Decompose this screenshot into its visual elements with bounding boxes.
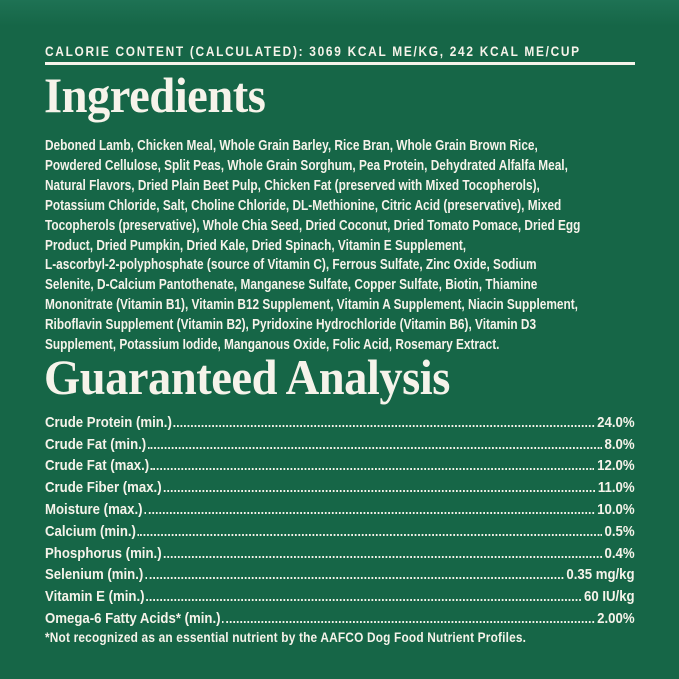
dot-leader — [163, 555, 602, 558]
analysis-value: 0.35 mg/kg — [566, 566, 635, 584]
dot-leader — [150, 468, 595, 471]
dot-leader — [222, 620, 595, 623]
aafco-footnote: *Not recognized as an essential nutrient… — [45, 630, 527, 645]
analysis-value: 0.4% — [604, 544, 635, 562]
analysis-row: Crude Fat (min.) 8.0% — [45, 431, 635, 453]
ingredients-text: Deboned Lamb, Chicken Meal, Whole Grain … — [45, 137, 581, 354]
analysis-row: Moisture (max.) 10.0% — [45, 496, 635, 518]
analysis-value: 8.0% — [604, 435, 635, 453]
analysis-value: 10.0% — [597, 500, 635, 518]
dot-leader — [146, 599, 582, 602]
analysis-value: 11.0% — [597, 479, 635, 497]
analysis-row: Phosphorus (min.) 0.4% — [45, 540, 635, 562]
divider-rule — [45, 62, 635, 65]
dot-leader — [144, 511, 595, 514]
analysis-row: Omega-6 Fatty Acids* (min.) 2.00% — [45, 605, 635, 627]
analysis-label: Crude Protein (min.) — [45, 413, 172, 431]
analysis-row: Calcium (min.) 0.5% — [45, 518, 635, 540]
analysis-label: Selenium (min.) — [45, 566, 144, 584]
dot-leader — [147, 446, 602, 449]
analysis-label: Vitamin E (min.) — [45, 588, 145, 606]
ingredients-title: Ingredients — [44, 67, 266, 123]
analysis-label: Calcium (min.) — [45, 522, 136, 540]
dot-leader — [137, 533, 602, 536]
analysis-label: Crude Fat (max.) — [45, 457, 150, 475]
analysis-row: Crude Fat (max.) 12.0% — [45, 453, 635, 475]
analysis-value: 60 IU/kg — [583, 588, 635, 606]
analysis-value: 24.0% — [597, 413, 635, 431]
analysis-row: Crude Fiber (max.) 11.0% — [45, 474, 635, 496]
dot-leader — [173, 424, 595, 427]
analysis-label: Omega-6 Fatty Acids* (min.) — [45, 609, 221, 627]
analysis-row: Vitamin E (min.) 60 IU/kg — [45, 583, 635, 605]
calorie-content-line: CALORIE CONTENT (CALCULATED): 3069 KCAL … — [45, 43, 581, 59]
analysis-label: Crude Fat (min.) — [45, 435, 147, 453]
analysis-value: 12.0% — [597, 457, 635, 475]
analysis-label: Crude Fiber (max.) — [45, 479, 162, 497]
analysis-value: 2.00% — [597, 609, 635, 627]
dot-leader — [145, 577, 564, 580]
analysis-row: Selenium (min.) 0.35 mg/kg — [45, 562, 635, 584]
analysis-value: 0.5% — [604, 522, 635, 540]
analysis-label: Phosphorus (min.) — [45, 544, 162, 562]
analysis-label: Moisture (max.) — [45, 500, 143, 518]
dot-leader — [163, 490, 596, 493]
guaranteed-analysis-title: Guaranteed Analysis — [44, 349, 450, 405]
guaranteed-analysis-table: Crude Protein (min.) 24.0% Crude Fat (mi… — [45, 409, 635, 627]
analysis-row: Crude Protein (min.) 24.0% — [45, 409, 635, 431]
